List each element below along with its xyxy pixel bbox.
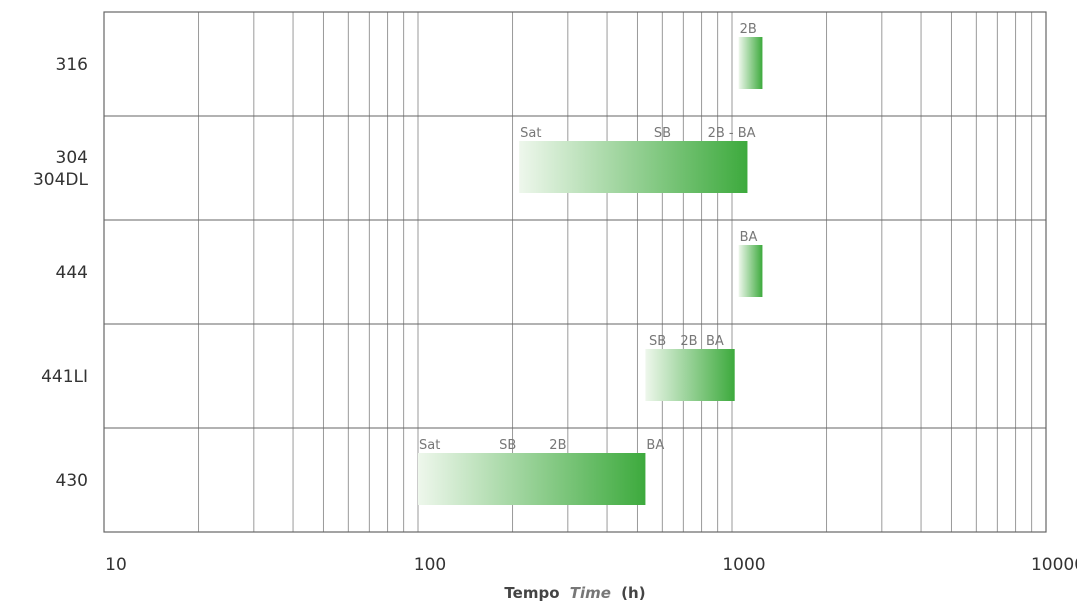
x-axis-title: Tempo Time (h) [504, 584, 645, 602]
bar-annotation: BA [646, 438, 664, 453]
bar-441li [645, 349, 734, 401]
x-tick-label: 10 [105, 555, 127, 575]
bar-annotation: 2B [549, 438, 566, 453]
x-tick-label: 1000 [722, 555, 765, 575]
row-label: 304DL [33, 170, 89, 190]
bar-annotation: 2B [740, 22, 757, 37]
bar-annotation: Sat [520, 126, 541, 141]
row-label: 316 [56, 55, 88, 75]
bar-304-304dl [519, 141, 747, 193]
row-label: 304 [56, 148, 88, 168]
bar-annotation: BA [740, 230, 758, 245]
row-label: 430 [56, 471, 88, 491]
x-axis-title-unit: (h) [621, 584, 645, 602]
bar-annotation: 2B [680, 334, 697, 349]
bar-annotation: BA [706, 334, 724, 349]
bar-444 [739, 245, 763, 297]
x-tick-labels: 10 100 1000 10000 [105, 555, 1077, 575]
bars [418, 37, 762, 505]
row-label: 441LI [41, 367, 88, 387]
bar-430 [418, 453, 645, 505]
x-tick-label: 100 [414, 555, 446, 575]
bar-annotation: SB [654, 126, 671, 141]
bar-annotation: 2B - BA [708, 126, 756, 141]
bar-annotation: Sat [419, 438, 440, 453]
row-label: 444 [56, 263, 88, 283]
bar-316 [739, 37, 763, 89]
x-axis-title-bold: Tempo [504, 584, 559, 602]
x-axis-title-italic: Time [570, 584, 611, 602]
x-tick-label: 10000 [1031, 555, 1077, 575]
bar-annotation: SB [499, 438, 516, 453]
bar-annotation: SB [649, 334, 666, 349]
